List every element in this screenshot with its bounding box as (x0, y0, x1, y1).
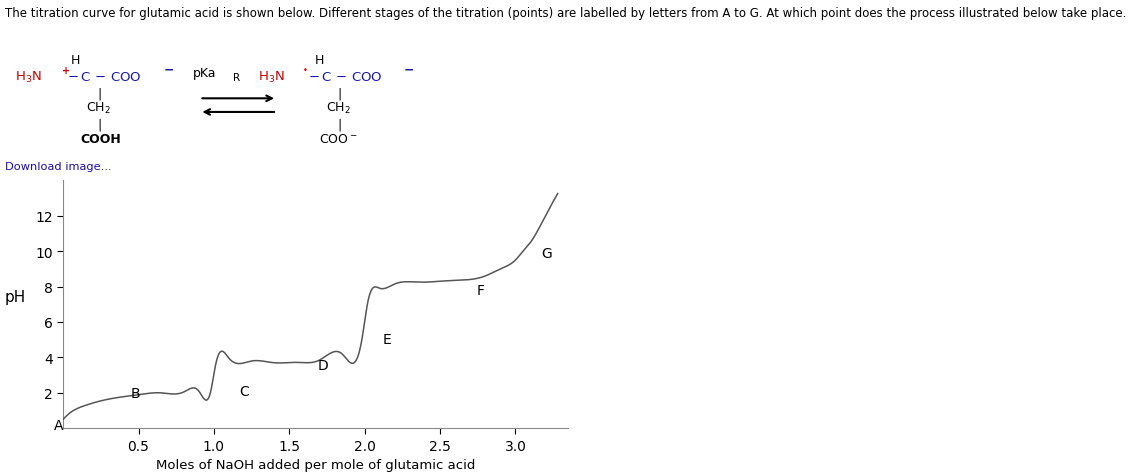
Text: E: E (382, 332, 391, 346)
Text: The titration curve for glutamic acid is shown below. Different stages of the ti: The titration curve for glutamic acid is… (5, 7, 1126, 20)
Text: $\mathsf{COO^-}$: $\mathsf{COO^-}$ (319, 133, 358, 146)
Text: $\mathsf{H_3N}$: $\mathsf{H_3N}$ (258, 70, 285, 85)
Text: $\mathsf{-\,C\,-\,COO}$: $\mathsf{-\,C\,-\,COO}$ (308, 71, 382, 84)
Text: G: G (541, 247, 552, 260)
X-axis label: Moles of NaOH added per mole of glutamic acid: Moles of NaOH added per mole of glutamic… (156, 458, 475, 471)
Text: •: • (303, 66, 308, 75)
Text: pKa: pKa (193, 67, 216, 80)
Text: B: B (131, 386, 140, 400)
Text: F: F (476, 284, 484, 298)
Text: H: H (71, 54, 80, 67)
Text: $\mathsf{CH_2}$: $\mathsf{CH_2}$ (86, 101, 111, 116)
Text: D: D (318, 358, 328, 373)
Text: −: − (164, 64, 174, 77)
Text: $\mathsf{CH_2}$: $\mathsf{CH_2}$ (326, 101, 351, 116)
Text: $\mathsf{H_3N}$: $\mathsf{H_3N}$ (15, 70, 41, 85)
Text: +: + (62, 66, 70, 76)
Text: $\mathsf{-\,C\,-\,COO}$: $\mathsf{-\,C\,-\,COO}$ (67, 71, 141, 84)
Text: C: C (240, 384, 249, 398)
Text: |: | (338, 88, 342, 100)
Text: A: A (54, 418, 63, 432)
Text: −: − (404, 64, 414, 77)
Y-axis label: pH: pH (5, 290, 26, 305)
Text: R: R (233, 73, 240, 83)
Text: H: H (315, 54, 324, 67)
Text: Download image...: Download image... (5, 162, 111, 172)
Text: |: | (98, 119, 102, 131)
Text: COOH: COOH (80, 133, 121, 146)
Text: |: | (338, 119, 342, 131)
Text: |: | (98, 88, 102, 100)
